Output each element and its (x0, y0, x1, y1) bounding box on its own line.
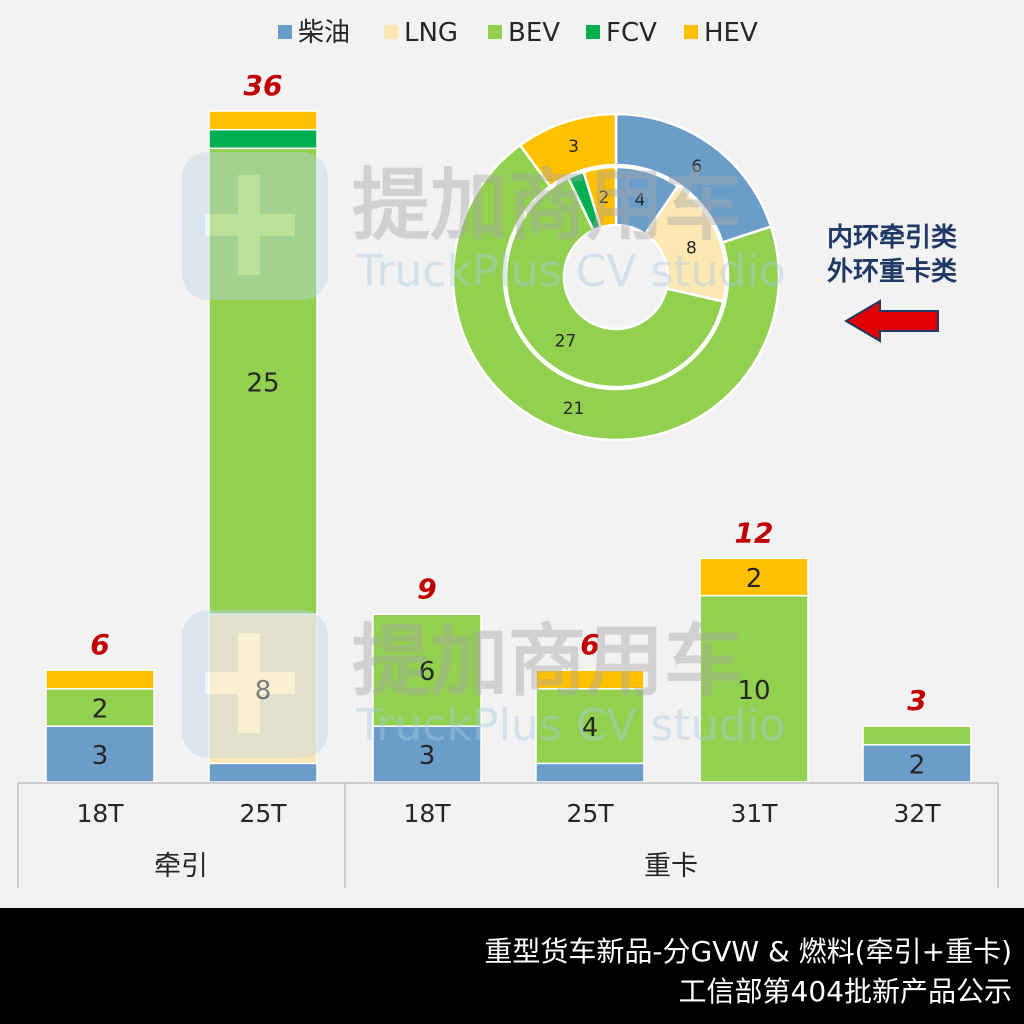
bar-segment-bev (535, 688, 645, 765)
bar-total-label: 36 (244, 69, 283, 102)
donut-outer-slice-hev (518, 112, 618, 189)
bar-segment-diesel (535, 762, 645, 783)
legend-label-bev: BEV (508, 18, 560, 48)
donut-outer-slice-bev (451, 143, 781, 442)
legend-label-lng: LNG (404, 18, 458, 48)
category-tick-label: 25T (566, 799, 614, 828)
donut-slice-label: 2 (599, 188, 610, 208)
category-tick-label: 31T (730, 799, 778, 828)
bar-segment-label: 2 (92, 694, 109, 724)
bar-total-label: 3 (907, 684, 926, 717)
bar-total-label: 9 (417, 572, 436, 605)
bar-segment-label: 3 (419, 741, 436, 771)
watermark-logo-cross-icon (205, 175, 295, 275)
watermark-upper: 提加商用车 TruckPlus CV studio (182, 152, 786, 300)
donut-annotation: 内环牵引类 外环重卡类 (827, 223, 957, 343)
watermark-logo-icon (182, 610, 328, 758)
category-tick-label: 32T (893, 799, 941, 828)
bar-segment-label: 25 (246, 368, 279, 398)
legend-swatch-fcv (586, 25, 600, 39)
bar-total-label: 6 (90, 628, 109, 661)
donut-chart: 4 8 27 2 6 21 3 (451, 112, 781, 442)
bar-segment-hev (45, 669, 155, 690)
watermark-logo-cross-icon (205, 633, 295, 733)
donut-slice-label: 6 (691, 157, 702, 177)
watermark: 提加商用车 TruckPlus CV studio 提加商用车 TruckPlu… (182, 152, 786, 758)
watermark-subtitle: TruckPlus CV studio (355, 246, 786, 297)
bar-segment-bev (45, 688, 155, 727)
legend-swatch-hev (684, 25, 698, 39)
bar-segment-label: 2 (746, 564, 763, 594)
footer-banner: 重型货车新品-分GVW & 燃料(牵引+重卡) 工信部第404批新产品公示 (0, 908, 1024, 1024)
bar-segment-hev (535, 669, 645, 690)
category-axis (17, 782, 999, 888)
legend-swatch-lng (384, 25, 398, 39)
bar-segment-hev (699, 557, 809, 597)
legend-label-diesel: 柴油 (298, 18, 350, 48)
bar-segment-diesel (862, 743, 972, 783)
bar-segment-label: 4 (582, 713, 599, 743)
donut-inner-slice-bev (504, 176, 725, 389)
watermark-lower: 提加商用车 TruckPlus CV studio (182, 610, 786, 758)
bar-segment-label: 3 (92, 741, 109, 771)
bar-segment-label: 10 (737, 676, 770, 706)
bar-segment-lng (208, 613, 318, 765)
watermark-name: 提加商用车 (352, 161, 742, 251)
bar-segment-bev (372, 613, 482, 727)
donut-slice-label: 4 (634, 191, 645, 211)
bar-total-label: 6 (580, 628, 599, 661)
annotation-line-inner: 内环牵引类 (827, 223, 957, 253)
chart-source: 工信部第404批新产品公示 (678, 975, 1012, 1008)
group-label: 重卡 (644, 851, 698, 882)
bar-segment-diesel (208, 762, 318, 783)
category-tick-label: 25T (239, 799, 287, 828)
bar-segment-bev (699, 594, 809, 783)
donut-slice-label: 8 (686, 238, 697, 258)
axis-labels: 18T 25T 18T 25T 31T 32T 牵引 重卡 (76, 799, 941, 882)
group-label: 牵引 (154, 851, 208, 882)
donut-slice-label: 3 (568, 137, 579, 157)
bar-total-label: 12 (735, 516, 774, 549)
legend-label-fcv: FCV (606, 18, 657, 48)
bar-segment-label: 2 (909, 750, 926, 780)
watermark-name: 提加商用车 (352, 617, 742, 707)
bar-segment-diesel (45, 725, 155, 783)
legend-swatch-bev (488, 25, 502, 39)
bar-segment-fcv (208, 128, 318, 150)
donut-inner-slice-hev (582, 165, 618, 229)
category-tick-label: 18T (403, 799, 451, 828)
legend: 柴油 LNG BEV FCV HEV (278, 18, 758, 48)
bar-segment-bev (862, 725, 972, 746)
stacked-bar-chart: 32682536369461021223 (45, 69, 972, 783)
donut-slice-label: 21 (563, 399, 585, 419)
legend-swatch-diesel (278, 25, 292, 39)
bar-segment-label: 8 (255, 676, 272, 706)
left-arrow-icon (844, 299, 939, 343)
annotation-line-outer: 外环重卡类 (827, 257, 957, 287)
donut-slice-label: 27 (555, 331, 577, 351)
watermark-subtitle: TruckPlus CV studio (355, 700, 786, 751)
bar-segment-label: 6 (419, 657, 436, 687)
chart-title: 重型货车新品-分GVW & 燃料(牵引+重卡) (484, 935, 1012, 968)
bar-segment-bev (208, 147, 318, 615)
category-tick-label: 18T (76, 799, 124, 828)
watermark-logo-icon (182, 152, 328, 300)
donut-inner-slice-lng (643, 184, 728, 303)
bar-segment-hev (208, 110, 318, 131)
legend-label-hev: HEV (704, 18, 758, 48)
